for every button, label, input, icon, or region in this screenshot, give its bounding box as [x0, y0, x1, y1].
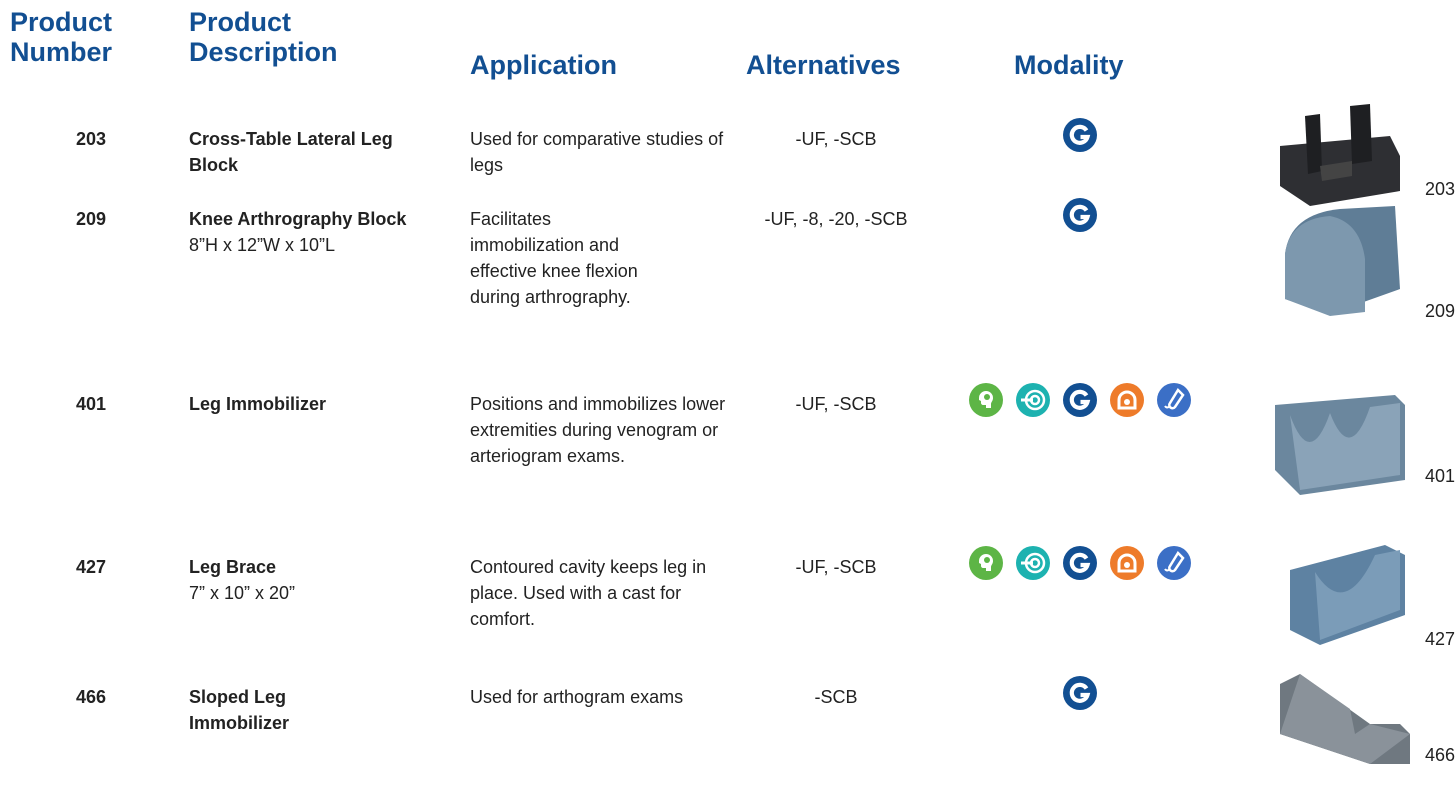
- application: Used for arthogram exams: [470, 687, 684, 707]
- product-number: 427: [76, 557, 107, 577]
- alternatives: -UF, -SCB: [795, 557, 877, 577]
- product-size: 7” x 10” x 20”: [189, 583, 296, 603]
- header-product-description: Product Description: [189, 7, 338, 67]
- modality-icon: [1157, 383, 1191, 417]
- product-image: [1280, 674, 1410, 764]
- application: Contoured cavity keeps leg in place. Use…: [470, 557, 707, 629]
- product-description: Sloped Leg Immobilizer: [189, 684, 349, 736]
- application: Used for comparative studies of legs: [470, 129, 724, 175]
- header-modality: Modality: [1014, 50, 1124, 80]
- product-size: 8”H x 12”W x 10”L: [189, 235, 336, 255]
- product-name: Cross-Table Lateral Leg Block: [189, 129, 393, 175]
- header-product-number: Product Number: [10, 7, 113, 67]
- product-description: Leg Immobilizer: [189, 391, 429, 417]
- header-application: Application: [470, 50, 617, 80]
- product-image: [1280, 104, 1400, 206]
- product-image: [1275, 395, 1405, 495]
- modality-icons: [955, 198, 1205, 232]
- product-name: Leg Brace: [189, 557, 277, 577]
- alternatives: -UF, -8, -20, -SCB: [764, 209, 908, 229]
- modality-icon: [1063, 546, 1097, 580]
- product-name: Sloped Leg Immobilizer: [189, 687, 290, 733]
- modality-icons: [955, 118, 1205, 152]
- modality-icon: [1110, 546, 1144, 580]
- product-description: Leg Brace 7” x 10” x 20”: [189, 554, 429, 606]
- product-description: Knee Arthrography Block 8”H x 12”W x 10”L: [189, 206, 419, 258]
- product-name: Leg Immobilizer: [189, 394, 327, 414]
- product-image: [1285, 206, 1400, 316]
- modality-icon: [1063, 198, 1097, 232]
- application: Positions and immobilizes lower extremit…: [470, 394, 726, 466]
- application: Facilitates immobilization and effective…: [470, 209, 638, 307]
- alternatives: -UF, -SCB: [795, 129, 877, 149]
- modality-icon: [1157, 546, 1191, 580]
- product-number: 466: [76, 687, 107, 707]
- modality-icon: [1110, 383, 1144, 417]
- modality-icons: [955, 546, 1205, 580]
- modality-icon: [969, 383, 1003, 417]
- alternatives: -UF, -SCB: [795, 394, 877, 414]
- modality-icon: [1063, 383, 1097, 417]
- modality-icons: [955, 383, 1205, 417]
- image-label: 203: [1425, 179, 1455, 199]
- modality-icon: [1016, 383, 1050, 417]
- product-number: 203: [76, 129, 107, 149]
- image-label: 401: [1425, 466, 1455, 486]
- alternatives: -SCB: [814, 687, 858, 707]
- image-label: 427: [1425, 629, 1455, 649]
- product-name: Knee Arthrography Block: [189, 209, 407, 229]
- header-alternatives: Alternatives: [746, 50, 901, 80]
- modality-icon: [1016, 546, 1050, 580]
- product-number: 401: [76, 394, 107, 414]
- image-label: 466: [1425, 745, 1455, 765]
- product-description: Cross-Table Lateral Leg Block: [189, 126, 429, 178]
- modality-icons: [955, 676, 1205, 710]
- product-image: [1290, 545, 1405, 645]
- product-number: 209: [76, 209, 107, 229]
- modality-icon: [1063, 118, 1097, 152]
- modality-icon: [1063, 676, 1097, 710]
- image-label: 209: [1425, 301, 1455, 321]
- modality-icon: [969, 546, 1003, 580]
